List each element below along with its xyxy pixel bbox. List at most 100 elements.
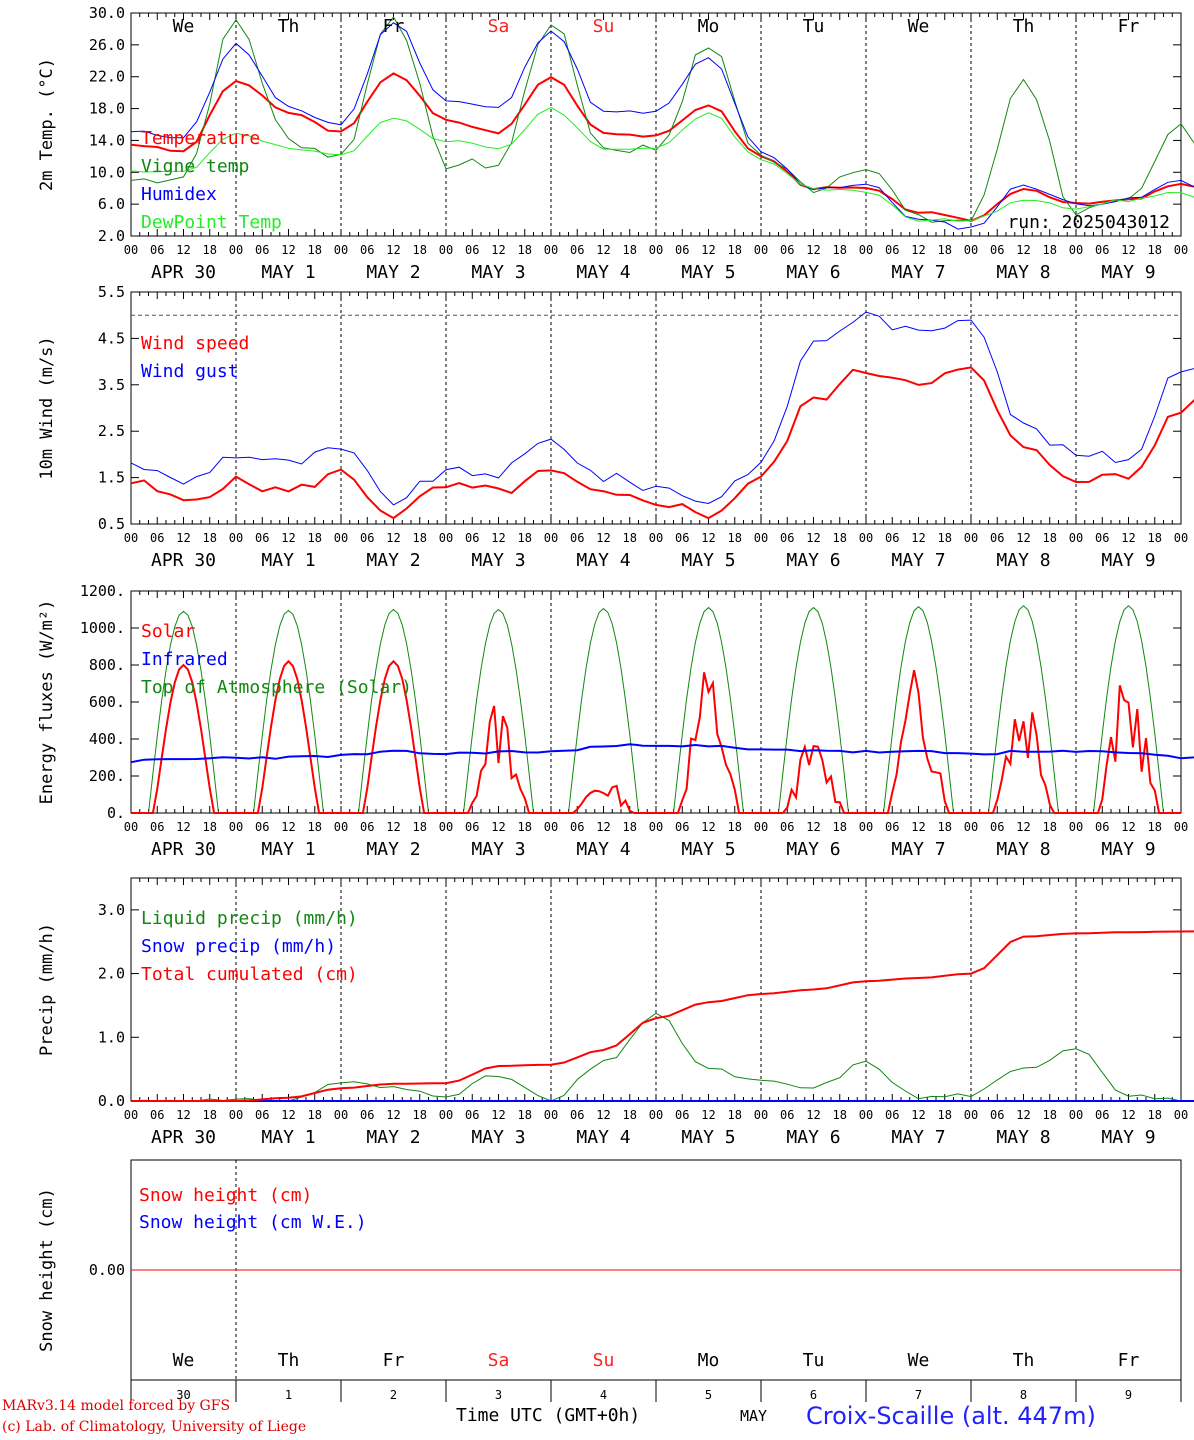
hour-tick-label: 12 xyxy=(596,243,610,257)
day-number-label: 4 xyxy=(600,1388,607,1402)
hour-tick-label: 00 xyxy=(1174,1108,1188,1122)
hour-tick-label: 12 xyxy=(386,243,400,257)
hour-tick-label: 00 xyxy=(124,243,138,257)
date-label: MAY 9 xyxy=(1101,550,1155,571)
y-tick-label: 400. xyxy=(89,730,125,748)
hour-tick-label: 18 xyxy=(728,531,742,545)
hour-tick-label: 18 xyxy=(728,820,742,834)
hour-tick-label: 00 xyxy=(124,531,138,545)
date-label: APR 30 xyxy=(151,839,216,860)
date-label: MAY 7 xyxy=(891,839,945,860)
hour-tick-label: 06 xyxy=(675,531,689,545)
y-tick-label: 5.5 xyxy=(98,283,125,301)
hour-tick-label: 06 xyxy=(570,1108,584,1122)
date-label: MAY 2 xyxy=(366,839,420,860)
hour-tick-label: 06 xyxy=(675,1108,689,1122)
y-tick-label: 0.5 xyxy=(98,515,125,533)
hour-tick-label: 18 xyxy=(413,243,427,257)
hour-tick-label: 12 xyxy=(281,243,295,257)
hour-tick-label: 06 xyxy=(1095,531,1109,545)
hour-tick-label: 12 xyxy=(1016,820,1030,834)
date-label: MAY 3 xyxy=(471,262,525,283)
weekday-label: Mo xyxy=(698,1350,720,1371)
date-label: MAY 1 xyxy=(261,550,315,571)
hour-tick-label: 12 xyxy=(386,1108,400,1122)
hour-tick-label: 00 xyxy=(544,243,558,257)
hour-tick-label: 00 xyxy=(334,243,348,257)
date-label: MAY 5 xyxy=(681,839,735,860)
hour-tick-label: 18 xyxy=(1148,243,1162,257)
date-label: MAY 9 xyxy=(1101,262,1155,283)
hour-tick-label: 06 xyxy=(1095,1108,1109,1122)
hour-tick-label: 00 xyxy=(754,820,768,834)
hour-tick-label: 00 xyxy=(859,820,873,834)
hour-tick-label: 00 xyxy=(439,243,453,257)
hour-tick-label: 00 xyxy=(1174,531,1188,545)
hour-tick-label: 00 xyxy=(334,531,348,545)
weekday-label: We xyxy=(908,16,930,37)
hour-tick-label: 00 xyxy=(964,1108,978,1122)
hour-tick-label: 06 xyxy=(360,531,374,545)
weekday-label: We xyxy=(173,1350,195,1371)
hour-tick-label: 06 xyxy=(465,243,479,257)
station-label: Croix-Scaille (alt. 447m) xyxy=(806,1402,1096,1430)
legend-entry: Top of Atmosphere (Solar) xyxy=(141,677,412,698)
hour-tick-label: 12 xyxy=(911,243,925,257)
panel-frame-1 xyxy=(130,12,1182,237)
hour-tick-label: 18 xyxy=(938,1108,952,1122)
hour-tick-label: 06 xyxy=(1095,820,1109,834)
hour-tick-label: 12 xyxy=(701,1108,715,1122)
hour-tick-label: 00 xyxy=(1069,531,1083,545)
hour-tick-label: 00 xyxy=(1174,243,1188,257)
hour-tick-label: 18 xyxy=(1043,820,1057,834)
y-tick-label: 1.0 xyxy=(98,1028,125,1046)
legend-entry: Wind speed xyxy=(141,333,249,354)
series-line-dewpoint-temp xyxy=(130,106,1194,222)
date-label: MAY 3 xyxy=(471,550,525,571)
hour-tick-label: 00 xyxy=(544,820,558,834)
legend-entry: Snow precip (mm/h) xyxy=(141,936,336,957)
hour-tick-label: 18 xyxy=(728,1108,742,1122)
hour-tick-label: 06 xyxy=(780,243,794,257)
hour-tick-label: 00 xyxy=(754,1108,768,1122)
weekday-label: Mo xyxy=(698,16,720,37)
hour-tick-label: 00 xyxy=(229,531,243,545)
hour-tick-label: 00 xyxy=(229,243,243,257)
hour-tick-label: 12 xyxy=(176,820,190,834)
hour-tick-label: 06 xyxy=(150,243,164,257)
legend-entry: Temperature xyxy=(141,128,260,149)
y-tick-label: 10.0 xyxy=(89,163,125,181)
hour-tick-label: 06 xyxy=(255,243,269,257)
hour-tick-label: 18 xyxy=(413,820,427,834)
hour-tick-label: 06 xyxy=(885,1108,899,1122)
hour-tick-label: 06 xyxy=(465,1108,479,1122)
hour-tick-label: 18 xyxy=(308,820,322,834)
y-tick-label: 22.0 xyxy=(89,68,125,86)
hour-tick-label: 12 xyxy=(701,820,715,834)
hour-tick-label: 06 xyxy=(570,531,584,545)
legend-entry: Snow height (cm W.E.) xyxy=(139,1212,367,1233)
hour-tick-label: 06 xyxy=(990,1108,1004,1122)
weekday-label: Tu xyxy=(803,1350,825,1371)
hour-tick-label: 12 xyxy=(806,531,820,545)
hour-tick-label: 18 xyxy=(518,243,532,257)
day-number-label: 7 xyxy=(915,1388,922,1402)
hour-tick-label: 00 xyxy=(1174,820,1188,834)
date-label: MAY 4 xyxy=(576,839,630,860)
hour-tick-label: 06 xyxy=(780,531,794,545)
date-label: MAY 8 xyxy=(996,839,1050,860)
hour-tick-label: 06 xyxy=(150,531,164,545)
time-axis-label: Time UTC (GMT+0h) xyxy=(456,1405,641,1426)
legend-entry: Infrared xyxy=(141,649,228,670)
hour-tick-label: 00 xyxy=(964,820,978,834)
hour-tick-label: 00 xyxy=(124,1108,138,1122)
hour-tick-label: 18 xyxy=(518,531,532,545)
weekday-label: Th xyxy=(278,1350,300,1371)
day-number-label: 1 xyxy=(285,1388,292,1402)
hour-tick-label: 18 xyxy=(1043,531,1057,545)
day-number-label: 30 xyxy=(176,1388,190,1402)
hour-tick-label: 06 xyxy=(255,1108,269,1122)
hour-tick-label: 12 xyxy=(176,531,190,545)
hour-tick-label: 12 xyxy=(911,531,925,545)
